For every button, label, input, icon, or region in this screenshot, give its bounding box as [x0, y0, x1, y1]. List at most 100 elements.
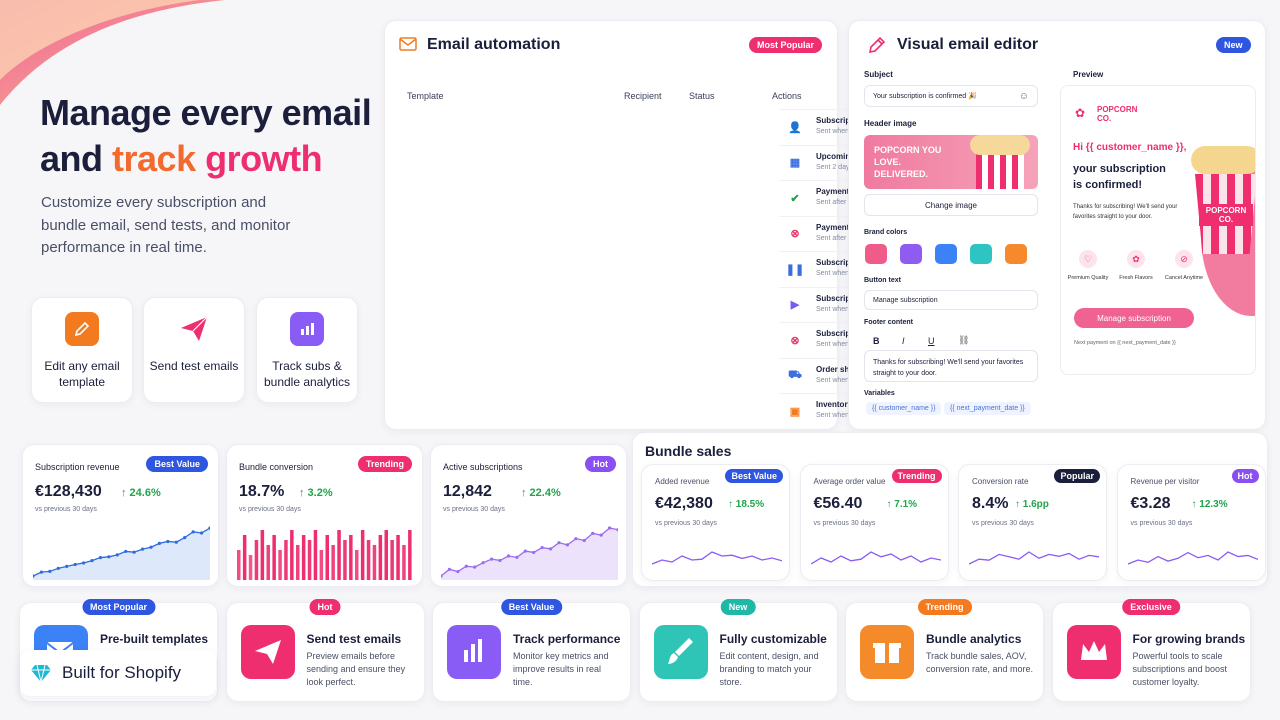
chart-point [90, 559, 94, 563]
diamond-icon [31, 664, 51, 683]
chart-point [532, 550, 536, 555]
chart-point [166, 539, 170, 544]
brand-color-swatch[interactable] [900, 244, 922, 264]
chart-bar [349, 535, 353, 580]
metric-change: ↑ 7.1% [886, 499, 918, 510]
metric-badge: Hot [1231, 469, 1259, 483]
metric-change: ↑ 22.4% [521, 487, 561, 499]
variable-chip[interactable]: {{ next_payment_date }} [944, 402, 1031, 415]
chart-point [115, 553, 119, 557]
hero-title: Manage every email and track growth [40, 92, 372, 179]
benefit-title: For growing brands [1132, 632, 1246, 646]
chart-point [157, 541, 162, 545]
col-recipient: Recipient [624, 91, 662, 101]
chart-point [48, 569, 52, 573]
chart-point [565, 543, 570, 547]
chart-point [473, 565, 477, 569]
chart-point [149, 545, 153, 549]
button-text-label: Button text [864, 277, 901, 284]
perk-icon: ♡ [1079, 250, 1097, 268]
metric-badge: Best Value [146, 456, 208, 472]
chart-bar [301, 535, 306, 580]
chart-bar [260, 530, 265, 580]
benefit-description: Monitor key metrics and improve results … [513, 651, 609, 687]
chart-bar [307, 540, 312, 580]
metric-badge: Popular [1054, 469, 1100, 483]
emoji-icon[interactable]: ☺ [1018, 90, 1029, 102]
feature-edit-template[interactable]: Edit any email template [31, 297, 133, 403]
template-name: Order shipped [816, 364, 871, 374]
chart-point [124, 549, 128, 554]
benefit-badge: New [720, 599, 756, 615]
chart-point [447, 567, 452, 571]
footer-content-label: Footer content [864, 319, 913, 326]
chart-point [183, 536, 187, 540]
footer-content-input[interactable]: Thanks for subscribing! We'll send your … [864, 350, 1038, 382]
chart-bar [372, 545, 377, 580]
feature-track-analytics[interactable]: Track subs & bundle analytics [256, 297, 358, 403]
brand-color-swatch[interactable] [935, 244, 957, 264]
metric-value: €42,380 [655, 495, 713, 512]
metric-badge: Best Value [725, 469, 783, 483]
bundle-sales-title: Bundle sales [645, 443, 732, 459]
brand-color-swatch[interactable] [970, 244, 992, 264]
italic-button[interactable]: I [902, 336, 905, 346]
x-circle-icon: ⊗ [790, 334, 800, 347]
chart-line [441, 527, 618, 577]
metric-change: ↑ 3.2% [299, 487, 333, 499]
pause-icon: ❚❚ [785, 263, 805, 276]
brush-icon [653, 625, 708, 679]
chart-point [616, 528, 618, 532]
change-image-button[interactable]: Change image [864, 194, 1038, 216]
benefit-badge: Hot [309, 599, 341, 615]
metric-badge: Trending [891, 469, 942, 483]
metric-card: Active subscriptions 12,842 ↑ 22.4% vs prev… [430, 444, 627, 587]
metric-card: Bundle conversion 18.7% ↑ 3.2% vs previous … [226, 444, 423, 587]
brand-color-swatch[interactable] [865, 244, 887, 264]
chart-line [33, 527, 210, 577]
benefit-card: Fully customizable Edit content, design, … [638, 599, 838, 702]
chart-point [548, 547, 553, 551]
chart-line [652, 551, 782, 565]
benefit-title: Send test emails [306, 632, 402, 646]
envelope-icon [399, 37, 417, 56]
chart-point [56, 566, 60, 570]
manage-subscription-button[interactable]: Manage subscription [1074, 308, 1194, 328]
benefit-card: For growing brands Powerful tools to scal… [1051, 599, 1251, 702]
user-icon: 👤 [788, 121, 802, 134]
chart-bar [408, 530, 412, 580]
chart-point [81, 561, 86, 565]
chart-line [969, 551, 1099, 565]
chart-bar [355, 550, 359, 580]
chart-point [39, 570, 44, 574]
chart-bar [254, 540, 259, 580]
metric-badge: Hot [585, 456, 616, 472]
button-text-input[interactable]: Manage subscription [864, 290, 1038, 310]
link-icon[interactable]: ⛓ [958, 335, 970, 345]
metric-value: 12,842 [443, 483, 492, 500]
template-name: Payment failed [816, 222, 873, 232]
truck-icon: ⛟ [788, 368, 802, 381]
perk-item: ⊘ Cancel Anytime [1162, 250, 1206, 282]
chart-point [174, 540, 178, 544]
chart-point [65, 564, 69, 568]
chart-point [132, 550, 136, 554]
sparkline-chart [1127, 551, 1258, 565]
bar-chart-icon [290, 312, 324, 346]
benefit-badge: Best Value [500, 599, 563, 615]
play-icon: ▶ [790, 299, 800, 311]
bold-button[interactable]: B [873, 336, 880, 346]
paper-plane-icon [240, 625, 295, 679]
variable-chip[interactable]: {{ customer_name }} [866, 402, 942, 415]
chart-point [540, 545, 544, 550]
underline-button[interactable]: U [928, 336, 935, 346]
chart-area [441, 528, 618, 580]
subject-input[interactable]: Your subscription is confirmed 🎉 ☺ [864, 85, 1038, 107]
brand-color-swatch[interactable] [1005, 244, 1027, 264]
chart-bar [242, 535, 247, 580]
chart-point [481, 561, 485, 565]
benefit-description: Edit content, design, and branding to ma… [719, 651, 819, 687]
chart-point [557, 541, 561, 545]
feature-send-test[interactable]: Send test emails [143, 297, 245, 403]
chart-point [441, 574, 443, 578]
